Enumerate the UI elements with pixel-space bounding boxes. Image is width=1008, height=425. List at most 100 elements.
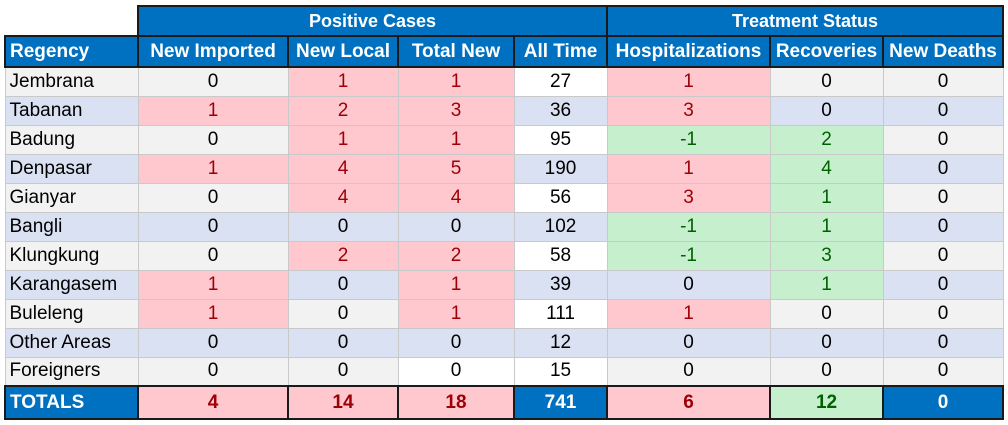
value-cell[interactable]: 0 (882, 182, 1004, 213)
regency-name-cell[interactable]: Badung (4, 124, 139, 155)
column-header-total-new[interactable]: Total New (397, 35, 515, 68)
value-cell[interactable]: 12 (513, 327, 608, 358)
value-cell[interactable]: -1 (606, 240, 771, 271)
value-cell[interactable]: 0 (882, 269, 1004, 300)
value-cell[interactable]: 0 (769, 66, 884, 97)
value-cell[interactable]: 0 (606, 356, 771, 387)
value-cell[interactable]: -1 (606, 211, 771, 242)
value-cell[interactable]: 0 (882, 153, 1004, 184)
value-cell[interactable]: 111 (513, 298, 608, 329)
value-cell[interactable]: 1 (606, 66, 771, 97)
value-cell[interactable]: 0 (137, 356, 289, 387)
regency-name-cell[interactable]: Tabanan (4, 95, 139, 126)
regency-name-cell[interactable]: Bangli (4, 211, 139, 242)
value-cell[interactable]: 4 (287, 153, 399, 184)
value-cell[interactable]: 190 (513, 153, 608, 184)
value-cell[interactable]: 1 (137, 298, 289, 329)
column-header-hospitalizations[interactable]: Hospitalizations (606, 35, 772, 68)
value-cell[interactable]: 1 (397, 66, 515, 97)
column-header-all-time[interactable]: All Time (512, 35, 609, 68)
value-cell[interactable]: 0 (606, 269, 771, 300)
value-cell[interactable]: 0 (287, 298, 399, 329)
value-cell[interactable]: 1 (397, 124, 515, 155)
value-cell[interactable]: 3 (606, 182, 771, 213)
totals-value-cell[interactable]: 0 (882, 385, 1005, 420)
value-cell[interactable]: 0 (287, 269, 399, 300)
value-cell[interactable]: 0 (882, 240, 1004, 271)
regency-name-cell[interactable]: Denpasar (4, 153, 139, 184)
value-cell[interactable]: 1 (397, 298, 515, 329)
totals-value-cell[interactable]: 12 (769, 385, 885, 420)
value-cell[interactable]: 0 (397, 356, 515, 387)
value-cell[interactable]: 0 (882, 356, 1004, 387)
value-cell[interactable]: 0 (137, 124, 289, 155)
value-cell[interactable]: 0 (606, 327, 771, 358)
value-cell[interactable]: 1 (137, 95, 289, 126)
totals-value-cell[interactable]: 4 (137, 385, 289, 420)
regency-name-cell[interactable]: Buleleng (4, 298, 139, 329)
value-cell[interactable]: 3 (397, 95, 515, 126)
value-cell[interactable]: 0 (287, 211, 399, 242)
value-cell[interactable]: 0 (882, 211, 1004, 242)
value-cell[interactable]: 4 (397, 182, 515, 213)
value-cell[interactable]: 15 (513, 356, 608, 387)
value-cell[interactable]: 1 (769, 269, 884, 300)
value-cell[interactable]: 102 (513, 211, 608, 242)
value-cell[interactable]: 4 (287, 182, 399, 213)
value-cell[interactable]: 0 (287, 327, 399, 358)
value-cell[interactable]: 2 (769, 124, 884, 155)
value-cell[interactable]: 1 (287, 124, 399, 155)
totals-value-cell[interactable]: 741 (512, 385, 609, 420)
value-cell[interactable]: 0 (769, 298, 884, 329)
totals-label[interactable]: TOTALS (4, 385, 139, 420)
value-cell[interactable]: 2 (397, 240, 515, 271)
value-cell[interactable]: 0 (137, 66, 289, 97)
value-cell[interactable]: 1 (606, 298, 771, 329)
totals-value-cell[interactable]: 18 (397, 385, 515, 420)
column-header-new-imported[interactable]: New Imported (137, 35, 289, 68)
regency-name-cell[interactable]: Klungkung (4, 240, 139, 271)
value-cell[interactable]: 1 (287, 66, 399, 97)
value-cell[interactable]: 3 (606, 95, 771, 126)
value-cell[interactable]: 0 (882, 66, 1004, 97)
value-cell[interactable]: 2 (287, 95, 399, 126)
value-cell[interactable]: 0 (137, 182, 289, 213)
value-cell[interactable]: 0 (137, 327, 289, 358)
column-header-new-deaths[interactable]: New Deaths (882, 35, 1005, 68)
value-cell[interactable]: 1 (769, 211, 884, 242)
value-cell[interactable]: 5 (397, 153, 515, 184)
regency-name-cell[interactable]: Foreigners (4, 356, 139, 387)
value-cell[interactable]: 3 (769, 240, 884, 271)
value-cell[interactable]: 0 (882, 327, 1004, 358)
value-cell[interactable]: 1 (397, 269, 515, 300)
value-cell[interactable]: 0 (769, 356, 884, 387)
value-cell[interactable]: 58 (513, 240, 608, 271)
regency-name-cell[interactable]: Karangasem (4, 269, 139, 300)
value-cell[interactable]: 0 (397, 327, 515, 358)
regency-name-cell[interactable]: Jembrana (4, 66, 139, 97)
value-cell[interactable]: 1 (137, 269, 289, 300)
value-cell[interactable]: 0 (397, 211, 515, 242)
value-cell[interactable]: 95 (513, 124, 608, 155)
totals-value-cell[interactable]: 6 (606, 385, 772, 420)
value-cell[interactable]: 0 (769, 95, 884, 126)
value-cell[interactable]: 4 (769, 153, 884, 184)
value-cell[interactable]: 56 (513, 182, 608, 213)
regency-name-cell[interactable]: Gianyar (4, 182, 139, 213)
value-cell[interactable]: 2 (287, 240, 399, 271)
value-cell[interactable]: 0 (287, 356, 399, 387)
value-cell[interactable]: 0 (882, 95, 1004, 126)
value-cell[interactable]: 0 (882, 298, 1004, 329)
regency-name-cell[interactable]: Other Areas (4, 327, 139, 358)
value-cell[interactable]: 1 (606, 153, 771, 184)
totals-value-cell[interactable]: 14 (287, 385, 399, 420)
value-cell[interactable]: 0 (769, 327, 884, 358)
value-cell[interactable]: -1 (606, 124, 771, 155)
value-cell[interactable]: 1 (769, 182, 884, 213)
column-header-regency[interactable]: Regency (4, 35, 139, 68)
value-cell[interactable]: 0 (137, 240, 289, 271)
value-cell[interactable]: 36 (513, 95, 608, 126)
column-header-recoveries[interactable]: Recoveries (769, 35, 885, 68)
value-cell[interactable]: 39 (513, 269, 608, 300)
value-cell[interactable]: 0 (882, 124, 1004, 155)
